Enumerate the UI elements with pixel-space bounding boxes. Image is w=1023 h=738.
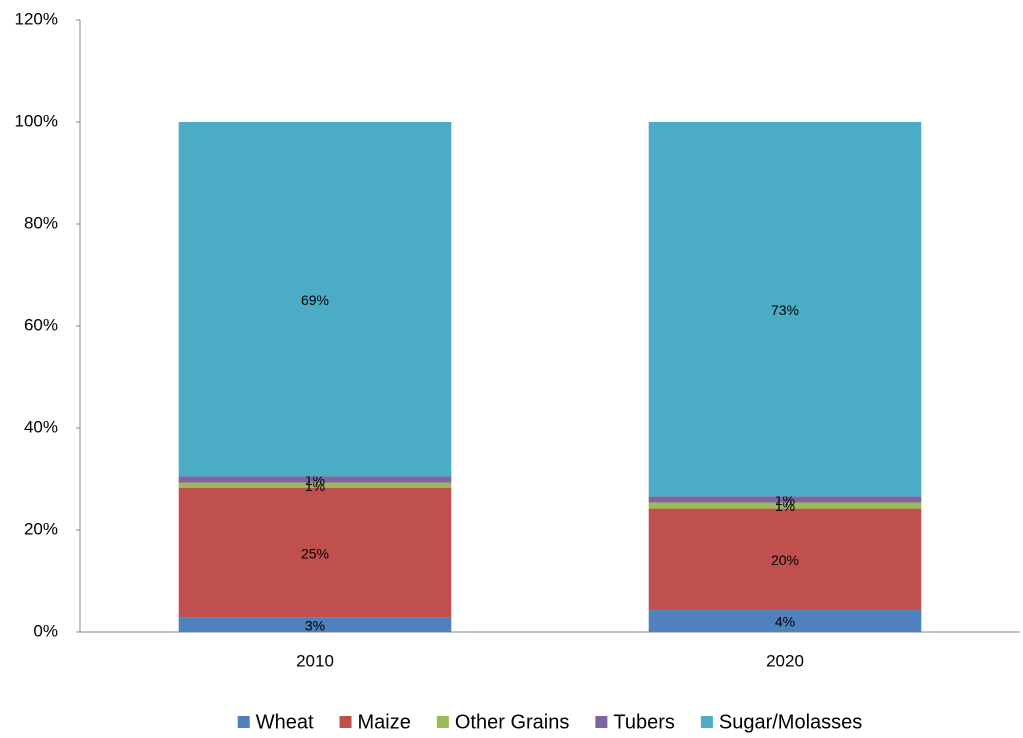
bar-segment bbox=[178, 487, 452, 618]
legend-label: Sugar/Molasses bbox=[719, 711, 862, 733]
y-tick-label: 40% bbox=[24, 417, 58, 436]
x-tick-label: 2010 bbox=[296, 651, 334, 670]
data-label: 73% bbox=[771, 302, 799, 318]
data-label: 4% bbox=[775, 614, 795, 630]
y-tick-label: 100% bbox=[15, 111, 58, 130]
bar-segment bbox=[648, 502, 922, 509]
legend-label: Other Grains bbox=[455, 711, 569, 733]
legend-swatch bbox=[339, 716, 352, 728]
y-tick-label: 80% bbox=[24, 213, 58, 232]
x-tick-label: 2020 bbox=[766, 651, 804, 670]
y-tick-label: 120% bbox=[15, 9, 58, 28]
y-tick-label: 0% bbox=[33, 621, 58, 640]
y-tick-label: 60% bbox=[24, 315, 58, 334]
bar-segment bbox=[178, 122, 452, 477]
y-tick-label: 20% bbox=[24, 519, 58, 538]
bar-segment bbox=[648, 610, 922, 632]
legend-label: Wheat bbox=[256, 711, 314, 733]
bar-segment bbox=[648, 496, 922, 503]
bar-segment bbox=[648, 122, 922, 497]
legend-label: Maize bbox=[358, 711, 411, 733]
data-label: 25% bbox=[301, 545, 329, 561]
data-label: 20% bbox=[771, 552, 799, 568]
bar-segment bbox=[178, 482, 452, 488]
legend-swatch bbox=[595, 716, 608, 728]
legend-swatch bbox=[237, 716, 250, 728]
bar-segment bbox=[178, 476, 452, 483]
legend-swatch bbox=[700, 716, 713, 728]
data-label: 69% bbox=[301, 292, 329, 308]
bar-segment bbox=[178, 617, 452, 632]
legend-label: Tubers bbox=[613, 711, 675, 733]
legend-swatch bbox=[436, 716, 449, 728]
data-label: 3% bbox=[305, 618, 325, 634]
bar-segment bbox=[648, 508, 922, 611]
